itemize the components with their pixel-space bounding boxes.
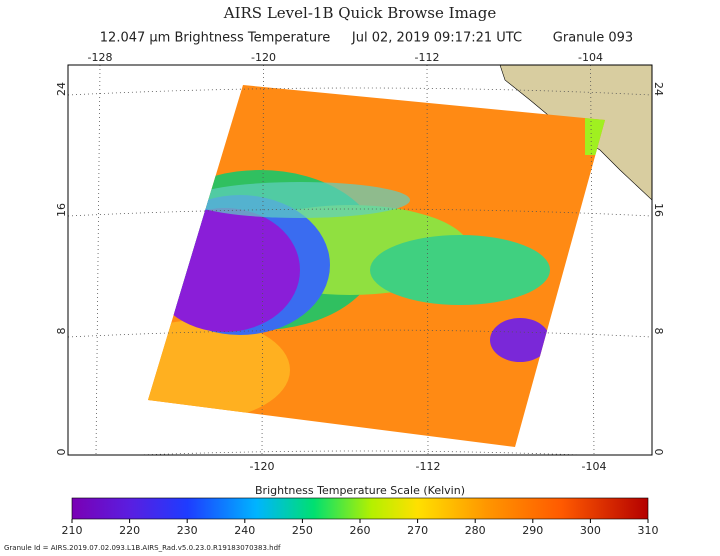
- parallel: [128, 450, 592, 455]
- map-frame: [67, 64, 653, 456]
- colorbar-tick-label: 310: [638, 524, 659, 537]
- top-lon-label: -104: [578, 51, 603, 64]
- left-lat-label: 24: [55, 82, 68, 96]
- subtitle-granule: Granule 093: [553, 31, 633, 46]
- colorbar-title: Brightness Temperature Scale (Kelvin): [255, 484, 465, 497]
- subtitle-product: 12.047 μm Brightness Temperature: [100, 31, 330, 46]
- colorbar-tick-label: 260: [350, 524, 371, 537]
- top-lon-label: -112: [415, 51, 440, 64]
- colorbar-tick-label: 300: [580, 524, 601, 537]
- colorbar-tick-label: 270: [407, 524, 428, 537]
- colorbar-tick-label: 250: [292, 524, 313, 537]
- right-lat-label: 16: [652, 203, 665, 217]
- title: AIRS Level-1B Quick Browse Image: [223, 4, 497, 22]
- subtitle-time: Jul 02, 2019 09:17:21 UTC: [351, 31, 522, 46]
- parallel: [68, 329, 652, 338]
- top-lon-label: -120: [251, 51, 276, 64]
- bottom-lon-label: -120: [250, 460, 275, 473]
- colorbar-tick-label: 230: [177, 524, 198, 537]
- left-lat-label: 16: [55, 203, 68, 217]
- colorbar: [71, 497, 649, 520]
- right-lat-label: 8: [652, 328, 665, 335]
- bottom-lon-label: -112: [416, 460, 441, 473]
- footer: Granule Id = AIRS.2019.07.02.093.L1B.AIR…: [4, 544, 281, 552]
- right-lat-label: 0: [652, 449, 665, 456]
- left-lat-label: 8: [55, 328, 68, 335]
- map: [68, 65, 652, 455]
- colorbar-tick-label: 280: [465, 524, 486, 537]
- top-lon-label: -128: [88, 51, 113, 64]
- right-lat-label: 24: [652, 82, 665, 96]
- parallel: [68, 87, 652, 96]
- left-lat-label: 0: [55, 449, 68, 456]
- colorbar-tick-label: 220: [119, 524, 140, 537]
- colorbar-tick-label: 290: [522, 524, 543, 537]
- colorbar-tick-label: 240: [234, 524, 255, 537]
- parallel: [68, 208, 652, 217]
- bottom-lon-label: -104: [582, 460, 607, 473]
- colorbar-tick-label: 210: [62, 524, 83, 537]
